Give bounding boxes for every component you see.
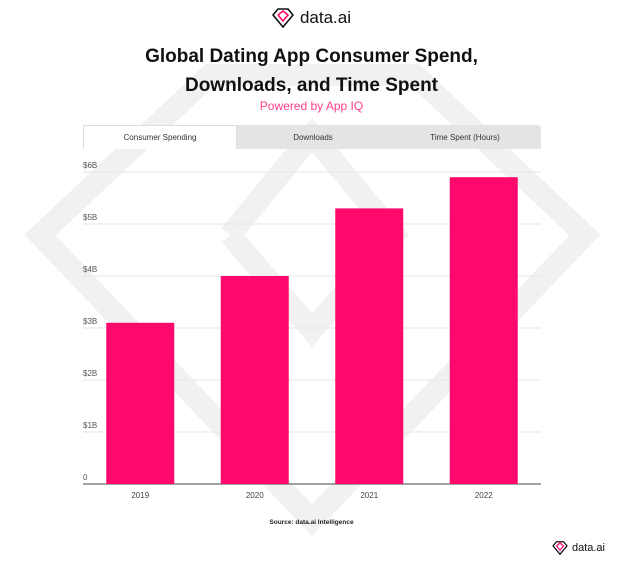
- x-tick-label: 2022: [475, 491, 493, 500]
- y-tick-label: $3B: [83, 317, 97, 326]
- bar: [220, 276, 289, 484]
- chart-tabs: Consumer Spending Downloads Time Spent (…: [83, 125, 541, 149]
- title-line-2: Downloads, and Time Spent: [184, 75, 438, 96]
- header-logo: data.ai: [0, 8, 623, 28]
- footer-logo-text: data.ai: [571, 542, 605, 554]
- diamond-logo-icon-small: [552, 541, 568, 555]
- bar-chart: 0 $1B $2B $3B $4B $5B $6B 2019 2020 2021 2022: [83, 161, 541, 500]
- tab-time-spent[interactable]: Time Spent (Hours): [430, 132, 500, 142]
- tab-downloads[interactable]: Downloads: [293, 132, 333, 142]
- diamond-logo-icon: [271, 8, 294, 28]
- y-tick-label: 0: [83, 473, 88, 482]
- x-tick-label: 2020: [246, 491, 264, 500]
- y-tick-label: $5B: [83, 213, 97, 222]
- logo-text: data.ai: [299, 8, 352, 27]
- x-tick-label: 2019: [131, 491, 149, 500]
- x-tick-label: 2021: [360, 491, 378, 500]
- page-title: Global Dating App Consumer Spend, Downlo…: [0, 42, 623, 100]
- y-tick-label: $1B: [83, 421, 97, 430]
- y-tick-label: $4B: [83, 265, 97, 274]
- y-tick-label: $2B: [83, 369, 97, 378]
- bar: [449, 177, 518, 484]
- tab-consumer-spending[interactable]: Consumer Spending: [83, 125, 237, 149]
- footer-logo: data.ai: [552, 541, 605, 555]
- y-tick-label: $6B: [83, 161, 97, 170]
- source-note: Source: data.ai Intelligence: [269, 519, 354, 526]
- page-subtitle: Powered by App IQ: [259, 99, 364, 113]
- bar: [335, 208, 404, 484]
- bar: [106, 322, 175, 484]
- title-line-1: Global Dating App Consumer Spend,: [145, 46, 478, 67]
